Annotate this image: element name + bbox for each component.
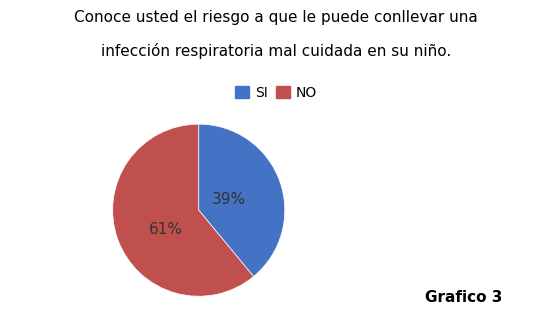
Legend: SI, NO: SI, NO bbox=[230, 80, 322, 105]
Text: 61%: 61% bbox=[149, 222, 183, 237]
Text: Grafico 3: Grafico 3 bbox=[425, 290, 502, 306]
Text: infección respiratoria mal cuidada en su niño.: infección respiratoria mal cuidada en su… bbox=[101, 43, 451, 59]
Text: 39%: 39% bbox=[212, 192, 246, 207]
Wedge shape bbox=[113, 124, 253, 296]
Wedge shape bbox=[199, 124, 285, 276]
Text: Conoce usted el riesgo a que le puede conllevar una: Conoce usted el riesgo a que le puede co… bbox=[74, 10, 478, 25]
